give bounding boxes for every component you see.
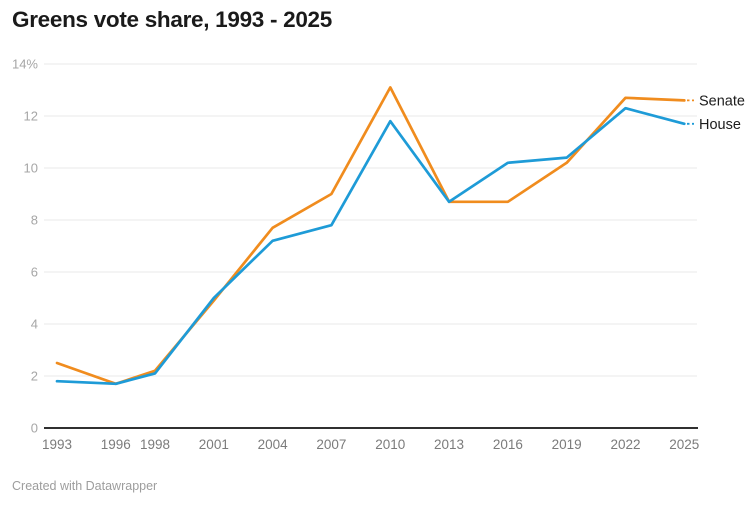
y-tick-label: 8 xyxy=(31,213,38,228)
y-tick-label: 6 xyxy=(31,265,38,280)
x-tick-label: 1993 xyxy=(42,437,72,452)
x-tick-label: 1996 xyxy=(101,437,131,452)
y-tick-label: 2 xyxy=(31,369,38,384)
x-tick-label: 2004 xyxy=(258,437,289,452)
chart-title: Greens vote share, 1993 - 2025 xyxy=(12,7,332,32)
y-tick-label: 12 xyxy=(24,109,38,124)
legend-label-house: House xyxy=(699,117,741,133)
y-tick-label: 4 xyxy=(31,317,38,332)
x-tick-label: 2007 xyxy=(316,437,346,452)
attribution-text: Created with Datawrapper xyxy=(12,479,158,493)
series-line-house xyxy=(55,106,686,386)
y-tick-label: 0 xyxy=(31,421,38,436)
x-tick-label: 2025 xyxy=(669,437,699,452)
x-tick-label: 2001 xyxy=(199,437,229,452)
x-tick-label: 2010 xyxy=(375,437,405,452)
x-tick-label: 2013 xyxy=(434,437,464,452)
y-tick-label: 14% xyxy=(12,57,38,72)
x-tick-label: 1998 xyxy=(140,437,170,452)
x-tick-label: 2019 xyxy=(552,437,582,452)
x-tick-label: 2016 xyxy=(493,437,523,452)
legend-label-senate: Senate xyxy=(699,93,745,109)
y-tick-label: 10 xyxy=(24,161,38,176)
x-tick-label: 2022 xyxy=(610,437,640,452)
series-line-senate xyxy=(55,86,686,386)
